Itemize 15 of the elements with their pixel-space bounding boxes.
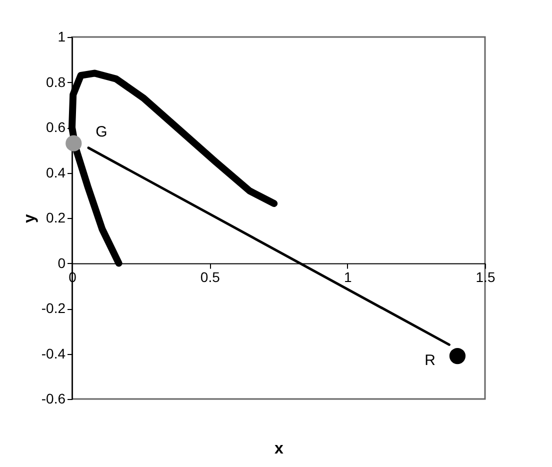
y-tick-label: -0.6 xyxy=(41,390,66,406)
y-tick-label: -0.4 xyxy=(41,345,66,362)
y-tick-label: -0.2 xyxy=(41,300,66,316)
x-tick-label: 1 xyxy=(344,268,352,285)
y-tick-label: 0.6 xyxy=(46,119,66,135)
series-label: R xyxy=(424,352,436,370)
x-tick-label: 0.5 xyxy=(200,268,220,285)
y-tick-label: 0.2 xyxy=(46,210,66,226)
x-axis-title: x xyxy=(274,440,284,458)
y-tick-label: 0.8 xyxy=(46,74,66,90)
y-axis-title: y xyxy=(21,214,38,223)
y-tick-label: 1 xyxy=(58,28,66,44)
y-tick-label: 0 xyxy=(58,254,66,271)
series-label: G xyxy=(96,123,108,140)
y-tick-label: 0.4 xyxy=(46,164,66,180)
